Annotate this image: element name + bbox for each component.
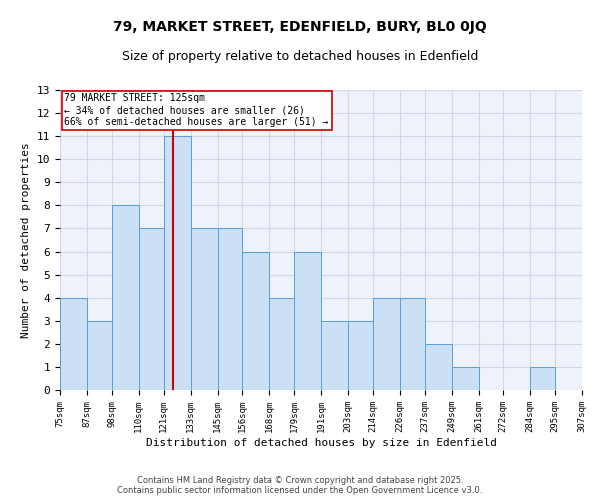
Bar	[373, 298, 400, 390]
Text: 79 MARKET STREET: 125sqm
← 34% of detached houses are smaller (26)
66% of semi-d: 79 MARKET STREET: 125sqm ← 34% of detach…	[65, 94, 329, 126]
Bar	[163, 136, 191, 390]
Bar	[112, 206, 139, 390]
Bar	[269, 298, 294, 390]
Bar	[400, 298, 425, 390]
Bar	[425, 344, 452, 390]
Bar	[87, 321, 112, 390]
X-axis label: Distribution of detached houses by size in Edenfield: Distribution of detached houses by size …	[146, 438, 497, 448]
Text: 79, MARKET STREET, EDENFIELD, BURY, BL0 0JQ: 79, MARKET STREET, EDENFIELD, BURY, BL0 …	[113, 20, 487, 34]
Bar	[191, 228, 218, 390]
Bar	[452, 367, 479, 390]
Y-axis label: Number of detached properties: Number of detached properties	[21, 142, 31, 338]
Text: Size of property relative to detached houses in Edenfield: Size of property relative to detached ho…	[122, 50, 478, 63]
Bar	[294, 252, 321, 390]
Bar	[218, 228, 242, 390]
Bar	[139, 228, 163, 390]
Bar	[530, 367, 555, 390]
Bar	[60, 298, 87, 390]
Bar	[348, 321, 373, 390]
Bar	[582, 367, 600, 390]
Bar	[321, 321, 348, 390]
Bar	[242, 252, 269, 390]
Text: Contains HM Land Registry data © Crown copyright and database right 2025.
Contai: Contains HM Land Registry data © Crown c…	[118, 476, 482, 495]
